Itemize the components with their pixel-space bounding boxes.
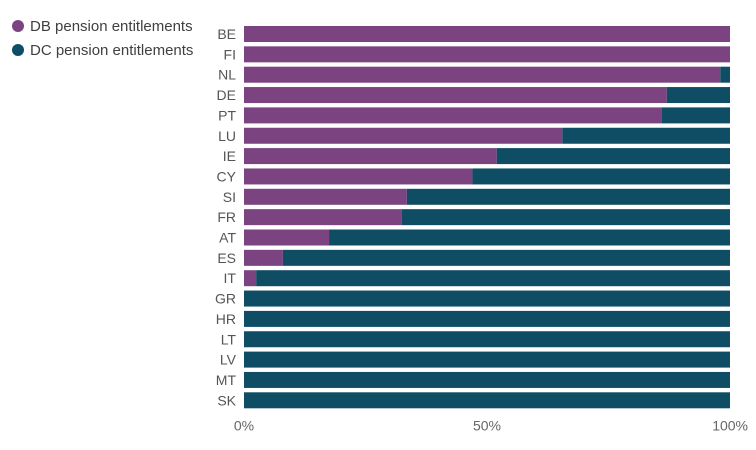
y-tick-label: LT [221,331,237,347]
bar-dc-lt[interactable] [244,331,730,348]
bar-db-ie[interactable] [244,148,497,165]
bar-dc-pt[interactable] [661,107,730,124]
bar-db-fr[interactable] [244,209,402,226]
bar-dc-gr[interactable] [244,290,730,307]
bar-db-be[interactable] [244,26,730,42]
y-tick-label: GR [215,291,236,307]
bar-dc-lv[interactable] [244,351,730,368]
bar-db-si[interactable] [244,188,407,205]
y-tick-label: PT [218,107,236,123]
legend-label-db: DB pension entitlements [30,17,193,35]
bar-dc-de[interactable] [666,87,730,104]
bar-db-es[interactable] [244,249,283,266]
y-tick-label: BE [217,26,236,42]
y-tick-label: IE [223,148,236,164]
legend-item-dc[interactable]: DC pension entitlements [12,38,193,62]
bar-dc-ie[interactable] [496,148,730,165]
bar-dc-sk[interactable] [244,392,730,409]
bar-dc-si[interactable] [406,188,730,205]
y-tick-label: IT [224,270,237,286]
y-tick-label: MT [216,372,237,388]
x-tick-label: 100% [712,417,748,433]
bar-dc-at[interactable] [329,229,730,246]
bar-dc-cy[interactable] [472,168,730,185]
y-tick-label: SK [217,392,236,408]
bar-dc-hr[interactable] [244,310,730,327]
bar-db-nl[interactable] [244,66,721,83]
y-tick-label: AT [219,230,236,246]
bar-dc-lu[interactable] [562,127,730,144]
y-tick-label: ES [217,250,236,266]
bar-db-it[interactable] [244,270,257,287]
y-tick-label: NL [218,67,236,83]
bar-db-cy[interactable] [244,168,473,185]
legend-item-db[interactable]: DB pension entitlements [12,14,193,38]
x-tick-label: 50% [473,417,501,433]
y-tick-label: FR [217,209,236,225]
legend-marker-db [12,20,24,32]
bar-db-de[interactable] [244,87,667,104]
bar-db-fi[interactable] [244,46,730,63]
bar-db-lu[interactable] [244,127,563,144]
bar-dc-fr[interactable] [401,209,730,226]
y-tick-label: LU [218,128,236,144]
bar-dc-mt[interactable] [244,371,730,388]
y-tick-label: LV [220,352,237,368]
x-tick-label: 0% [234,417,254,433]
bar-dc-es[interactable] [282,249,730,266]
bar-dc-nl[interactable] [720,66,730,83]
chart-legend: DB pension entitlements DC pension entit… [12,14,193,62]
y-tick-label: HR [216,311,236,327]
bar-dc-it[interactable] [256,270,730,287]
legend-label-dc: DC pension entitlements [30,41,194,59]
y-tick-label: SI [223,189,236,205]
y-tick-label: FI [224,46,236,62]
legend-marker-dc [12,44,24,56]
y-tick-label: CY [217,168,237,184]
bar-db-pt[interactable] [244,107,662,124]
y-tick-label: DE [217,87,236,103]
bar-db-at[interactable] [244,229,330,246]
